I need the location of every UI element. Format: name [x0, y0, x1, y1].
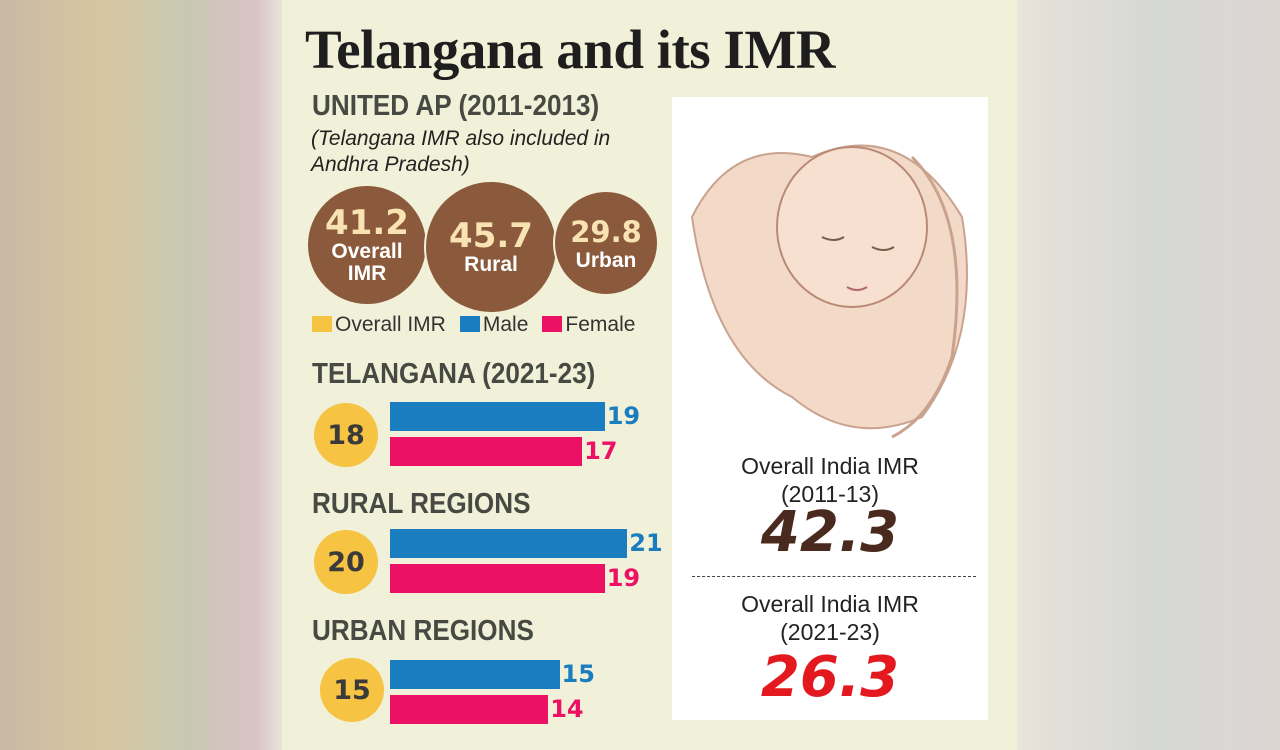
circle-overall-imr: 41.2 Overall IMR	[306, 184, 428, 306]
india-label-2011: Overall India IMR (2011-13)	[741, 453, 919, 507]
infographic-title: Telangana and its IMR	[305, 19, 835, 80]
india-imr-2021: 26.3	[760, 645, 900, 710]
circle-label: Urban	[575, 249, 637, 272]
group-heading: URBAN REGIONS	[312, 615, 534, 647]
female-bar	[390, 695, 549, 724]
group-heading: RURAL REGIONS	[312, 488, 531, 520]
circle-value: 29.8	[570, 215, 642, 249]
male-bar	[390, 660, 560, 689]
circle-urban: 29.8 Urban	[553, 190, 659, 296]
male-bar	[390, 402, 605, 431]
legend-overall: Overall IMR	[312, 313, 446, 337]
circle-value: 45.7	[449, 216, 533, 256]
male-bar	[390, 529, 628, 558]
india-label-2021: Overall India IMR (2021-23)	[741, 591, 919, 645]
united-ap-heading: UNITED AP (2011-2013)	[312, 90, 600, 122]
legend: Overall IMR Male Female	[312, 313, 635, 337]
circle-value: 41.2	[325, 203, 409, 243]
circle-label: Overall	[331, 240, 403, 263]
overall-imr-dot: 15	[320, 658, 384, 722]
male-value-label: 21	[629, 529, 663, 557]
overall-imr-dot: 20	[314, 530, 378, 594]
male-value-label: 15	[561, 660, 595, 688]
male-value-label: 19	[606, 402, 641, 430]
female-value-label: 19	[606, 564, 641, 592]
legend-male: Male	[459, 313, 528, 337]
baby-illustration	[672, 97, 988, 720]
female-value-label: 17	[584, 437, 618, 465]
circle-rural: 45.7 Rural	[424, 180, 558, 314]
circle-label: IMR	[347, 262, 387, 285]
india-imr-2011: 42.3	[760, 500, 900, 565]
group-heading: TELANGANA (2021-23)	[312, 358, 596, 390]
circle-label: Rural	[464, 253, 518, 276]
legend-female: Female	[542, 313, 635, 337]
female-bar	[390, 437, 583, 466]
overall-imr-dot: 18	[314, 403, 378, 467]
united-ap-note: (Telangana IMR also included in Andhra P…	[311, 127, 611, 176]
female-value-label: 14	[550, 695, 584, 723]
divider	[692, 576, 976, 577]
female-bar	[390, 564, 605, 593]
